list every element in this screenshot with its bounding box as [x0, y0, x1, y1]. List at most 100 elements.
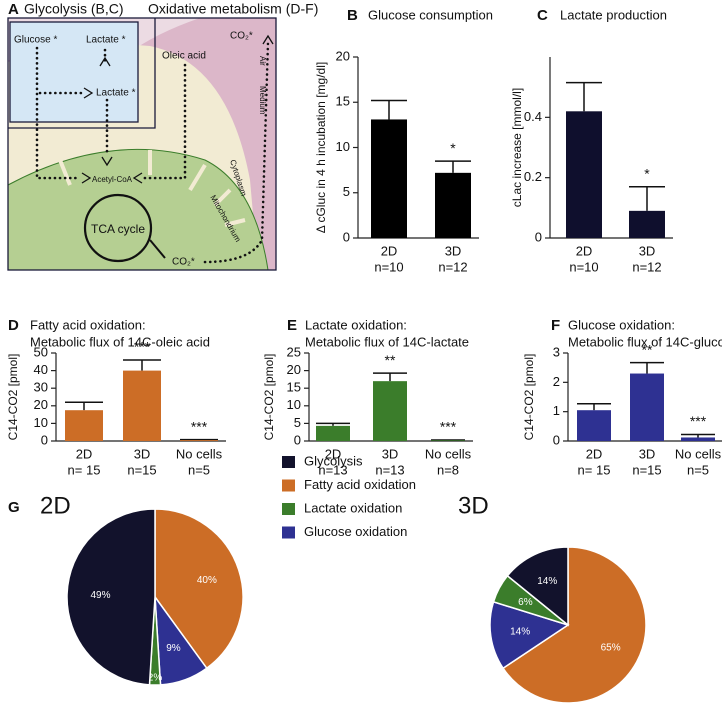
chart-title: Lactate production	[560, 7, 667, 22]
y-tick-label: 20	[336, 48, 350, 63]
x-tick-label: 2D	[381, 243, 398, 258]
chart-title: Glucose consumption	[368, 7, 493, 22]
n-label: n=5	[188, 462, 210, 477]
y-tick-label: 0	[343, 229, 350, 244]
y-tick-label: 0.2	[524, 169, 542, 184]
legend-swatch	[282, 456, 295, 468]
bar	[566, 111, 602, 238]
y-tick-label: 25	[287, 344, 301, 359]
y-tick-label: 30	[34, 380, 48, 395]
x-tick-label: 3D	[445, 243, 462, 258]
n-label: n= 15	[578, 462, 611, 477]
n-label: n=10	[374, 259, 403, 274]
slice-label: 2%	[148, 673, 163, 684]
y-axis-label: cLac increase [mmol/l]	[510, 88, 524, 207]
y-tick-label: 0	[553, 432, 560, 447]
bar	[371, 119, 407, 238]
x-tick-label: 2D	[325, 446, 342, 461]
legend-swatch	[282, 479, 295, 492]
legend-label: Lactate oxidation	[304, 500, 402, 515]
node-label: Oleic acid	[162, 51, 206, 62]
significance: **	[642, 341, 653, 357]
pie-slice	[154, 508, 244, 670]
x-tick-label: No cells	[176, 446, 223, 461]
node-label: Lactate *	[96, 88, 136, 99]
x-tick-label: 2D	[576, 243, 593, 258]
arrow	[203, 40, 270, 264]
y-tick-label: 0	[294, 432, 301, 447]
n-label: n=13	[375, 462, 404, 477]
chart-title: Fatty acid oxidation:	[30, 317, 146, 332]
y-tick-label: 10	[336, 139, 350, 154]
n-label: n=5	[687, 462, 709, 477]
n-label: n=13	[318, 462, 347, 477]
diagram-border	[7, 17, 277, 271]
y-tick-label: 1	[553, 403, 560, 418]
node-label: TCA cycle	[91, 222, 145, 236]
chart-title: Metabolic flux of 14C-lactate	[305, 334, 469, 349]
arrow	[149, 239, 166, 259]
pie-slice	[506, 546, 569, 627]
legend-swatch	[282, 503, 295, 515]
x-tick-label: No cells	[675, 446, 722, 461]
bar	[316, 425, 350, 441]
glycolysis-box	[9, 21, 139, 123]
significance: ***	[690, 413, 707, 429]
y-tick-label: 0.4	[524, 109, 542, 124]
y-tick-label: 15	[336, 94, 350, 109]
legend-label: Glucose oxidation	[304, 524, 407, 539]
slice-label: 40%	[197, 575, 217, 586]
slice-label: 14%	[510, 627, 530, 638]
panel-label: B	[347, 7, 358, 24]
cristae	[58, 150, 246, 227]
bar	[373, 381, 407, 441]
slice-label: 49%	[90, 590, 110, 601]
slice-label: 9%	[166, 643, 181, 654]
x-tick-label: 3D	[134, 446, 151, 461]
bar	[630, 373, 664, 441]
significance: **	[385, 352, 396, 368]
y-tick-label: 20	[287, 362, 301, 377]
region-label: Medium	[258, 86, 267, 115]
x-tick-label: 2D	[586, 446, 603, 461]
panel-label: D	[8, 317, 19, 334]
region-label: Air	[258, 56, 267, 66]
x-tick-label: 3D	[382, 446, 399, 461]
panel-label: G	[8, 499, 20, 516]
significance: ***	[440, 419, 457, 435]
pie-title: 3D	[458, 492, 489, 519]
y-tick-label: 10	[34, 415, 48, 430]
arrow	[38, 48, 109, 157]
n-label: n=8	[437, 462, 459, 477]
y-tick-label: 0	[535, 229, 542, 244]
y-tick-label: 40	[34, 362, 48, 377]
chart-title: Glucose oxidation:	[568, 317, 675, 332]
y-tick-label: 20	[34, 397, 48, 412]
n-label: n=10	[569, 259, 598, 274]
y-tick-label: 15	[287, 380, 301, 395]
y-tick-label: 0	[41, 432, 48, 447]
mitochondrium-area	[7, 148, 269, 271]
slice-label: 65%	[601, 642, 621, 653]
arrow	[138, 63, 187, 180]
bar	[435, 172, 471, 238]
bar	[681, 437, 715, 441]
bar	[577, 410, 611, 441]
y-axis-label: C14-CO2 [pmol]	[522, 354, 536, 441]
n-label: n= 15	[68, 462, 101, 477]
box-outline	[8, 18, 156, 129]
x-tick-label: No cells	[425, 446, 472, 461]
significance: *	[450, 140, 456, 156]
panel-label: C	[537, 7, 548, 24]
slice-label: 6%	[518, 597, 533, 608]
significance: ***	[191, 418, 208, 434]
node-label: Glucose *	[14, 35, 57, 46]
y-tick-label: 5	[294, 415, 301, 430]
y-axis-label: C14-CO2 [pmol]	[262, 354, 276, 441]
diagram-subtitle: Oxidative metabolism (D-F)	[148, 1, 318, 17]
node-label: CO₂*	[172, 257, 195, 268]
arrow-head	[81, 34, 274, 184]
n-label: n=15	[632, 462, 661, 477]
bar	[180, 440, 218, 441]
bar	[629, 210, 665, 238]
